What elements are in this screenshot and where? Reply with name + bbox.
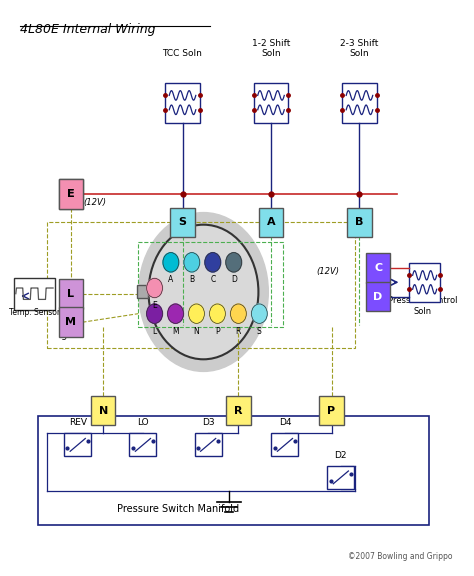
- FancyBboxPatch shape: [59, 279, 83, 309]
- Text: P: P: [328, 406, 336, 416]
- Text: 4L80E Internal Wiring: 4L80E Internal Wiring: [19, 22, 155, 36]
- FancyBboxPatch shape: [319, 396, 344, 426]
- Text: N: N: [99, 406, 108, 416]
- FancyBboxPatch shape: [342, 82, 377, 123]
- FancyBboxPatch shape: [226, 396, 250, 426]
- Text: B: B: [356, 217, 364, 228]
- FancyBboxPatch shape: [171, 207, 195, 237]
- FancyBboxPatch shape: [64, 434, 91, 456]
- Text: L: L: [67, 289, 74, 299]
- Text: R: R: [234, 406, 243, 416]
- Circle shape: [184, 253, 200, 272]
- FancyBboxPatch shape: [409, 263, 440, 302]
- Text: ©2007 Bowling and Grippo: ©2007 Bowling and Grippo: [348, 552, 453, 560]
- Text: N: N: [193, 327, 200, 336]
- Text: D2: D2: [335, 451, 347, 460]
- Circle shape: [146, 304, 163, 323]
- Text: A: A: [168, 275, 173, 285]
- Text: Pressure Switch Manifold: Pressure Switch Manifold: [117, 503, 239, 514]
- Text: E: E: [67, 189, 74, 199]
- Circle shape: [210, 304, 225, 323]
- Text: P: P: [215, 327, 220, 336]
- FancyBboxPatch shape: [59, 179, 83, 209]
- Text: C: C: [210, 275, 215, 285]
- Circle shape: [230, 304, 246, 323]
- Text: A: A: [267, 217, 275, 228]
- FancyBboxPatch shape: [272, 434, 299, 456]
- FancyBboxPatch shape: [91, 396, 116, 426]
- Text: L: L: [153, 327, 157, 336]
- Text: M: M: [172, 327, 179, 336]
- FancyBboxPatch shape: [38, 416, 429, 525]
- Circle shape: [189, 304, 204, 323]
- Text: 1-2 Shift
Soln: 1-2 Shift Soln: [252, 39, 290, 58]
- Text: 2-3 Shift
Soln: 2-3 Shift Soln: [340, 39, 379, 58]
- FancyBboxPatch shape: [254, 82, 289, 123]
- Text: E: E: [67, 189, 74, 199]
- Text: D: D: [374, 291, 383, 302]
- Circle shape: [148, 225, 258, 359]
- FancyBboxPatch shape: [366, 282, 390, 312]
- Circle shape: [205, 253, 221, 272]
- Text: D: D: [231, 275, 237, 285]
- Circle shape: [138, 213, 268, 372]
- FancyBboxPatch shape: [165, 82, 200, 123]
- Circle shape: [226, 253, 242, 272]
- Circle shape: [251, 304, 267, 323]
- Text: M: M: [65, 317, 76, 327]
- Text: R: R: [236, 327, 241, 336]
- FancyBboxPatch shape: [195, 434, 222, 456]
- FancyBboxPatch shape: [347, 207, 372, 237]
- FancyBboxPatch shape: [259, 207, 283, 237]
- Text: Temp. Sensor: Temp. Sensor: [9, 308, 60, 317]
- FancyBboxPatch shape: [328, 466, 355, 489]
- Text: (12V): (12V): [317, 267, 340, 276]
- Text: C: C: [374, 263, 382, 273]
- Text: B: B: [189, 275, 194, 285]
- Text: LO: LO: [137, 419, 149, 427]
- FancyBboxPatch shape: [59, 308, 83, 337]
- Text: (12V): (12V): [84, 198, 107, 207]
- Text: D3: D3: [202, 419, 214, 427]
- Circle shape: [146, 278, 163, 298]
- Text: S: S: [179, 217, 186, 228]
- Text: REV: REV: [69, 419, 87, 427]
- FancyBboxPatch shape: [366, 253, 390, 283]
- Text: D4: D4: [279, 419, 291, 427]
- Text: S: S: [257, 327, 262, 336]
- Text: gnd: gnd: [62, 331, 79, 340]
- Text: TCC Soln: TCC Soln: [163, 49, 202, 58]
- Circle shape: [168, 304, 183, 323]
- Circle shape: [163, 253, 179, 272]
- FancyBboxPatch shape: [14, 278, 55, 310]
- Text: E: E: [152, 301, 157, 310]
- Text: Pressure Control
Soln: Pressure Control Soln: [388, 296, 457, 316]
- FancyBboxPatch shape: [137, 285, 147, 298]
- FancyBboxPatch shape: [59, 179, 83, 209]
- FancyBboxPatch shape: [129, 434, 156, 456]
